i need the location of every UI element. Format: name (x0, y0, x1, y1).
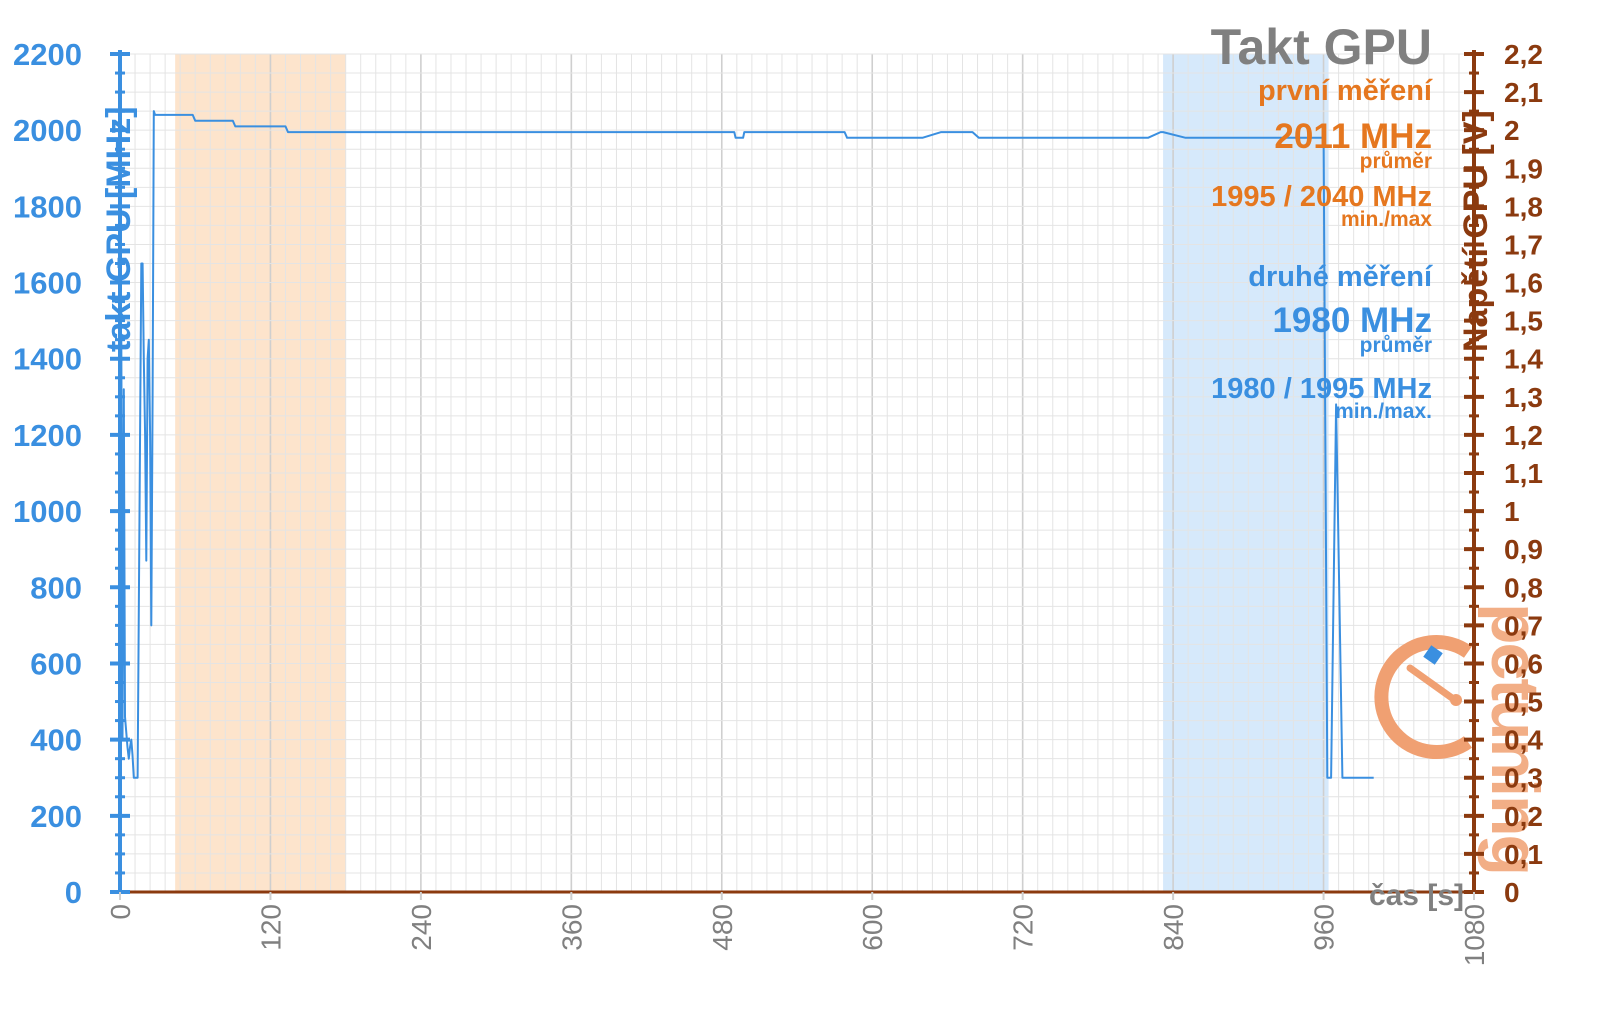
x-tick-label: 360 (556, 904, 587, 951)
x-tick-label: 240 (406, 904, 437, 951)
x-axis-label: čas [s] (1369, 879, 1464, 912)
first-average-value: 2011 MHz (1274, 117, 1432, 156)
pctuning-wordmark: pctuning (1477, 603, 1553, 874)
y2-tick-label: 0,9 (1504, 534, 1543, 565)
y2-tick-label: 1,9 (1504, 153, 1543, 184)
y2-tick-label: 0,6 (1504, 648, 1543, 679)
first-measurement-annotation: první měření 2011 MHz průměr 1995 / 2040… (1211, 75, 1433, 231)
y2-tick-label: 1,1 (1504, 458, 1543, 489)
y-tick-label: 1800 (13, 189, 82, 224)
second-minmax-value: 1980 / 1995 MHz (1211, 373, 1432, 405)
x-tick-label: 480 (707, 904, 738, 951)
y2-tick-label: 0,1 (1504, 839, 1543, 870)
y2-tick-label: 1,2 (1504, 420, 1543, 451)
x-tick-label: 0 (105, 904, 136, 920)
y-tick-label: 1600 (13, 266, 82, 301)
y-tick-label: 2200 (13, 37, 82, 72)
y-axis-label: takt GPU [MHz] (100, 106, 138, 352)
y-tick-label: 800 (30, 570, 82, 605)
y2-tick-label: 0,2 (1504, 801, 1543, 832)
y-tick-label: 1400 (13, 342, 82, 377)
x-tick-label: 600 (857, 904, 888, 951)
pctuning-logo: pctuning (1374, 603, 1553, 874)
x-tick-label: 960 (1309, 904, 1340, 951)
y2-tick-label: 2,1 (1504, 77, 1543, 108)
x-tick-label: 120 (255, 904, 286, 951)
second-measurement-label: druhé měření (1248, 261, 1433, 293)
y-tick-label: 1200 (13, 418, 82, 453)
y-tick-label: 2000 (13, 113, 82, 148)
y2-tick-label: 0,5 (1504, 687, 1543, 718)
y2-tick-label: 0 (1504, 877, 1520, 908)
y2-axis-label: Napětí GPU [V] (1457, 110, 1495, 352)
y2-tick-label: 1,8 (1504, 191, 1543, 222)
y2-tick-label: 1,6 (1504, 268, 1543, 299)
second-minmax-caption: min./max. (1335, 400, 1432, 423)
axes: 0200400600800100012001400160018002000220… (13, 37, 1543, 966)
y-tick-label: 400 (30, 723, 82, 758)
y2-tick-label: 1,3 (1504, 382, 1543, 413)
first-measurement-label: první měření (1258, 75, 1433, 107)
y2-tick-label: 1,4 (1504, 344, 1543, 375)
series-line-1 (119, 110, 1374, 779)
series (119, 110, 1374, 779)
first-minmax-caption: min./max (1341, 208, 1432, 231)
chart-title: Takt GPU (1211, 19, 1432, 75)
y2-tick-label: 0,8 (1504, 572, 1543, 603)
y-tick-label: 600 (30, 646, 82, 681)
y-tick-label: 0 (65, 875, 82, 910)
y2-tick-label: 1,5 (1504, 306, 1543, 337)
second-measurement-annotation: druhé měření 1980 MHz průměr 1980 / 1995… (1211, 261, 1433, 423)
y2-tick-label: 0,7 (1504, 610, 1543, 641)
y-tick-label: 200 (30, 799, 82, 834)
x-tick-label: 720 (1008, 904, 1039, 951)
first-average-caption: průměr (1360, 150, 1432, 173)
y2-tick-label: 2 (1504, 115, 1520, 146)
y-tick-label: 1000 (13, 494, 82, 529)
speedometer-icon (1374, 635, 1473, 759)
second-average-caption: průměr (1360, 334, 1432, 357)
y2-tick-label: 1,7 (1504, 229, 1543, 260)
second-average-value: 1980 MHz (1272, 301, 1432, 340)
grid (119, 53, 1475, 893)
y2-tick-label: 2,2 (1504, 39, 1543, 70)
x-tick-label: 840 (1158, 904, 1189, 951)
first-minmax-value: 1995 / 2040 MHz (1211, 181, 1432, 213)
y2-tick-label: 1 (1504, 496, 1520, 527)
x-tick-label: 1080 (1459, 904, 1490, 966)
y2-tick-label: 0,4 (1504, 725, 1543, 756)
y2-tick-label: 0,3 (1504, 763, 1543, 794)
